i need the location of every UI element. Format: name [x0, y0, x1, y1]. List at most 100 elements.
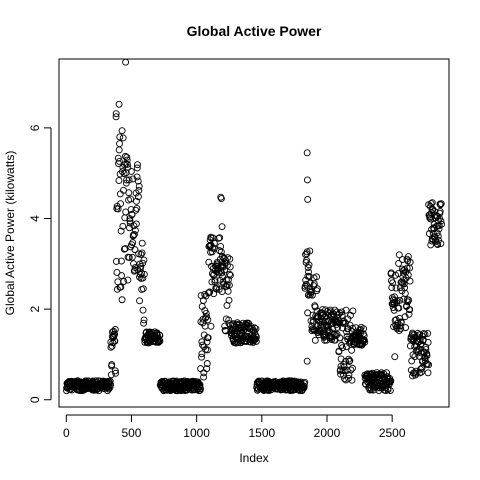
chart-title: Global Active Power — [187, 23, 322, 39]
data-point — [323, 307, 331, 315]
data-point — [305, 268, 312, 276]
data-point — [226, 255, 234, 263]
data-point — [417, 365, 424, 373]
data-point — [111, 367, 119, 375]
data-point — [226, 263, 234, 271]
data-point — [215, 269, 223, 277]
data-point — [206, 288, 214, 296]
data-point — [313, 273, 320, 281]
data-point — [226, 270, 233, 278]
data-point — [360, 325, 367, 333]
data-point — [203, 338, 211, 346]
y-axis-label: Global Active Power (kilowatts) — [3, 151, 17, 316]
data-point — [343, 328, 351, 336]
data-point — [395, 304, 403, 312]
data-point — [138, 239, 146, 247]
data-point — [434, 241, 442, 249]
data-point — [342, 306, 350, 314]
data-point — [434, 232, 442, 240]
data-point — [217, 248, 225, 256]
data-point — [338, 311, 346, 319]
data-point — [311, 303, 319, 311]
data-point — [107, 381, 115, 389]
data-point — [133, 204, 141, 212]
data-point — [197, 365, 205, 373]
data-point — [81, 385, 89, 393]
data-point — [128, 211, 136, 219]
data-point — [112, 110, 120, 118]
data-point — [139, 259, 147, 267]
data-point — [137, 250, 145, 258]
data-point — [112, 257, 120, 265]
data-point — [131, 246, 139, 254]
data-point — [436, 207, 444, 215]
data-point — [203, 313, 210, 321]
data-point — [306, 247, 314, 255]
data-point — [224, 254, 232, 262]
data-point — [424, 329, 432, 337]
data-point — [347, 366, 355, 374]
data-point — [108, 361, 116, 369]
data-point — [349, 364, 356, 372]
data-point — [421, 354, 429, 362]
data-point — [349, 307, 357, 315]
data-point — [305, 261, 313, 269]
data-point — [106, 377, 114, 385]
data-point — [305, 273, 313, 281]
data-point — [238, 337, 245, 345]
data-point — [395, 251, 403, 259]
data-point — [437, 217, 445, 225]
data-point — [129, 231, 137, 239]
data-point — [127, 167, 135, 175]
data-point — [139, 285, 147, 293]
data-point — [396, 296, 404, 304]
data-point — [122, 58, 130, 66]
y-tick-label: 6 — [28, 124, 42, 131]
data-point — [428, 199, 436, 207]
data-point — [320, 310, 328, 318]
data-point — [133, 173, 141, 181]
y-tick-label: 2 — [28, 305, 42, 312]
data-point — [310, 280, 318, 288]
data-point — [406, 258, 414, 266]
data-point — [123, 176, 131, 184]
data-point — [111, 330, 119, 338]
data-point — [391, 353, 399, 361]
data-point — [140, 256, 148, 264]
data-point — [222, 257, 230, 265]
data-point — [404, 271, 412, 279]
data-point — [115, 177, 123, 185]
data-point — [394, 270, 402, 278]
data-point — [338, 308, 346, 316]
data-point — [421, 330, 429, 338]
data-point — [118, 272, 126, 280]
data-point — [123, 160, 131, 168]
data-point — [197, 385, 205, 393]
data-point — [131, 226, 139, 234]
data-point — [360, 332, 368, 340]
data-point — [348, 346, 356, 354]
data-point — [423, 360, 431, 368]
data-point — [134, 161, 141, 169]
data-point — [125, 189, 133, 197]
data-point — [383, 369, 391, 377]
data-point — [131, 230, 138, 238]
data-point — [134, 177, 142, 185]
data-point — [118, 296, 126, 304]
data-point — [112, 113, 120, 121]
data-point — [118, 257, 125, 265]
data-point — [252, 325, 260, 333]
data-point — [430, 221, 438, 229]
data-point — [401, 313, 409, 321]
data-point — [336, 334, 344, 342]
data-point — [423, 352, 431, 360]
data-point — [107, 371, 115, 379]
data-point — [302, 280, 310, 288]
data-point — [252, 333, 260, 341]
data-point — [115, 100, 123, 108]
data-point — [117, 200, 125, 208]
data-point — [113, 269, 121, 276]
data-point — [438, 220, 446, 228]
data-point — [123, 153, 131, 161]
data-point — [130, 267, 138, 275]
